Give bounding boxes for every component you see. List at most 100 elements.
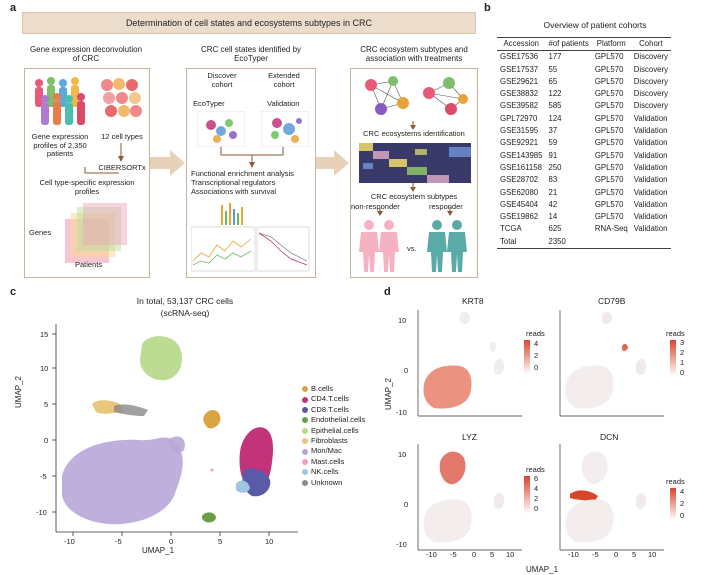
- table-row: GSE28702 83 GPL570 Validation: [497, 174, 671, 186]
- expression-profiles-label: Cell type-specific expression profiles: [39, 178, 135, 196]
- table-cell: 59: [548, 138, 558, 148]
- deconvolution-box: Gene expression profiles of 2,350 patien…: [24, 68, 150, 278]
- extended-cohort-label: Extended cohort: [268, 71, 300, 89]
- table-cell: GPL570: [594, 162, 624, 172]
- x-tick: 0: [614, 550, 619, 559]
- table-cell: 14: [548, 212, 558, 222]
- color-scale-krt8: [524, 340, 530, 374]
- panel-letter-c: c: [10, 286, 17, 298]
- table-cell: GSE161158: [500, 162, 542, 172]
- table-cell: GPL570: [594, 52, 624, 62]
- legend-label: Fibroblasts: [311, 436, 348, 446]
- table-row: GSE161158 250 GPL570 Validation: [497, 162, 671, 174]
- legend-item: NK.cells: [302, 467, 365, 477]
- table-cell: GSE45404: [500, 199, 539, 209]
- table-cell: 177: [548, 52, 562, 62]
- patients-crowd-icon: [35, 77, 85, 125]
- legend-label: NK.cells: [311, 467, 339, 477]
- cell-types-icon: [101, 78, 142, 117]
- table-row: Total 2350: [497, 236, 671, 249]
- down-arrow-icon: [377, 207, 383, 216]
- legend-tick: 2: [534, 494, 539, 503]
- table-cell: Validation: [633, 126, 668, 136]
- panel-letter-b: b: [484, 2, 491, 14]
- legend-label: CD4.T.cells: [311, 394, 349, 404]
- feature-xlabel: UMAP_1: [526, 565, 559, 574]
- vs-label: vs.: [407, 244, 417, 253]
- table-row: GSE31595 37 GPL570 Validation: [497, 125, 671, 137]
- table-cell: GPL570: [594, 138, 624, 148]
- ecotyper-title: CRC cell states identified by EcoTyper: [200, 45, 302, 63]
- feature-plot-lyz: [417, 444, 522, 551]
- y-tick: -10: [36, 508, 47, 517]
- legend-tick: 2: [534, 351, 539, 360]
- column-header: #of patients: [545, 37, 592, 52]
- x-tick: 10: [265, 537, 274, 546]
- legend-swatch: [302, 469, 308, 476]
- table-cell: 122: [548, 89, 562, 99]
- non-responder-figures-icon: [359, 220, 399, 272]
- feature-ylabel: UMAP_2: [384, 377, 393, 410]
- table-cell: Validation: [633, 212, 668, 222]
- legend-title-dcn: reads: [666, 477, 685, 486]
- umap-subtitle: (scRNA-seq): [160, 308, 210, 318]
- legend-tick: 2: [680, 499, 685, 508]
- table-cell: GSE62080: [500, 187, 539, 197]
- table-row: TCGA 625 RNA-Seq Validation: [497, 223, 671, 235]
- table-cell: 37: [548, 126, 558, 136]
- table-cell: GPL72970: [500, 113, 538, 123]
- table-cell: 625: [548, 224, 562, 234]
- table-cell: Validation: [633, 150, 668, 160]
- cluster-t-cells: [236, 427, 274, 497]
- table-row: GSE92921 59 GPL570 Validation: [497, 137, 671, 149]
- analysis-regulators: Transcriptional regulators: [191, 178, 276, 187]
- table-cell: 250: [548, 162, 562, 172]
- ecosystem-network-icon: [365, 76, 468, 115]
- cibersortx-label: CIBERSORTx: [98, 163, 146, 172]
- table-row: GSE17537 55 GPL570 Discovery: [497, 64, 671, 76]
- legend-label: Mast.cells: [311, 456, 345, 466]
- y-tick: -10: [396, 408, 407, 417]
- legend-item: Unknown: [302, 478, 365, 488]
- y-tick: 15: [40, 330, 49, 339]
- umap-ylabel: UMAP_2: [14, 375, 23, 408]
- color-scale-lyz: [524, 476, 530, 514]
- feature-title-cd79b: CD79B: [598, 296, 626, 306]
- down-arrow-icon: [410, 183, 416, 192]
- down-arrow-icon: [447, 207, 453, 216]
- x-tick: -5: [115, 537, 122, 546]
- panel-letter-d: d: [384, 286, 391, 298]
- table-cell: Validation: [633, 162, 668, 172]
- table-cell: GPL570: [594, 89, 624, 99]
- table-cell: Discovery: [633, 64, 668, 74]
- column-header: Accession: [497, 37, 546, 52]
- column-header: Cohort: [630, 37, 671, 52]
- table-cell: GPL570: [594, 150, 624, 160]
- table-cell: Validation: [633, 224, 668, 234]
- genes-axis-label: Genes: [29, 228, 52, 237]
- umap-xlabel: UMAP_1: [142, 546, 175, 555]
- feature-title-krt8: KRT8: [462, 296, 484, 306]
- feature-plot-cd79b: [559, 310, 664, 417]
- cluster-fibroblasts: [92, 400, 148, 416]
- y-tick: 0: [44, 436, 49, 445]
- umap-plot: [52, 324, 298, 536]
- table-cell: Validation: [633, 187, 668, 197]
- table-cell: 65: [548, 76, 558, 86]
- expression-cube-icon: [65, 203, 127, 263]
- legend-tick: 4: [534, 484, 539, 493]
- legend-swatch: [302, 438, 308, 445]
- table-cell: GSE38832: [500, 89, 539, 99]
- legend-label: CD8.T.cells: [311, 404, 349, 414]
- legend-swatch: [302, 479, 308, 486]
- table-cell: 91: [548, 150, 558, 160]
- table-cell: GSE17536: [500, 52, 539, 62]
- table-cell: GPL570: [594, 64, 624, 74]
- y-tick: 0: [404, 500, 409, 509]
- flow-arrow-1: [148, 150, 185, 176]
- cluster-mast: [210, 468, 214, 472]
- legend-title-cd79b: reads: [666, 329, 685, 338]
- legend-label: Unknown: [311, 477, 343, 487]
- x-tick: 0: [169, 537, 174, 546]
- cluster-endothelial: [202, 512, 216, 523]
